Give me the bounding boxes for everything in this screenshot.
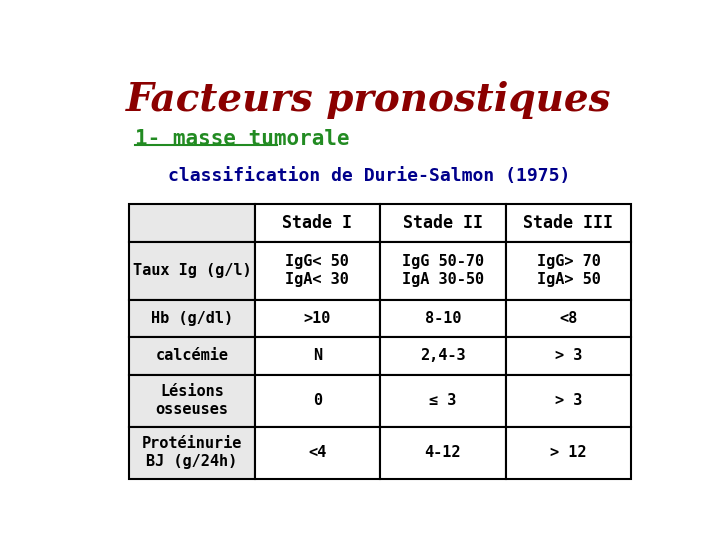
Text: Lésions
osseuses: Lésions osseuses [156,384,228,417]
Text: 8-10: 8-10 [425,311,462,326]
Bar [129,375,255,427]
Text: > 12: > 12 [550,445,587,460]
Text: N: N [312,348,322,363]
Bar [255,241,380,300]
Bar [255,375,380,427]
Text: Stade II: Stade II [403,214,483,232]
Bar [255,427,380,478]
Bar [129,427,255,478]
Text: IgG< 50
IgA< 30: IgG< 50 IgA< 30 [285,254,349,287]
Bar [505,337,631,375]
Text: >10: >10 [304,311,331,326]
Text: > 3: > 3 [555,393,582,408]
Text: Hb (g/dl): Hb (g/dl) [150,311,233,326]
Bar [129,241,255,300]
Text: 2,4-3: 2,4-3 [420,348,466,363]
Text: Protéinurie
BJ (g/24h): Protéinurie BJ (g/24h) [142,436,242,469]
Text: 0: 0 [312,393,322,408]
Text: Facteurs pronostiques: Facteurs pronostiques [126,82,612,119]
Text: IgG 50-70
IgA 30-50: IgG 50-70 IgA 30-50 [402,254,484,287]
Bar [380,337,505,375]
Bar [380,204,505,241]
Bar [380,300,505,337]
Bar [505,204,631,241]
Text: <8: <8 [559,311,577,326]
Text: > 3: > 3 [555,348,582,363]
Bar [129,337,255,375]
Bar [129,204,255,241]
Bar [380,241,505,300]
Text: IgG> 70
IgA> 50: IgG> 70 IgA> 50 [536,254,600,287]
Text: 1- masse tumorale: 1- masse tumorale [135,129,349,149]
Text: Stade I: Stade I [282,214,352,232]
Bar [380,427,505,478]
Bar [505,375,631,427]
Bar [255,300,380,337]
Bar [505,427,631,478]
Bar [129,300,255,337]
Text: Stade III: Stade III [523,214,613,232]
Text: ≤ 3: ≤ 3 [429,393,456,408]
Bar [505,241,631,300]
Text: <4: <4 [308,445,326,460]
Bar [255,204,380,241]
Text: 4-12: 4-12 [425,445,462,460]
Text: classification de Durie-Salmon (1975): classification de Durie-Salmon (1975) [168,167,570,185]
Text: Taux Ig (g/l): Taux Ig (g/l) [132,263,251,278]
Bar [380,375,505,427]
Text: calcémie: calcémie [156,348,228,363]
Bar [255,337,380,375]
Bar [505,300,631,337]
